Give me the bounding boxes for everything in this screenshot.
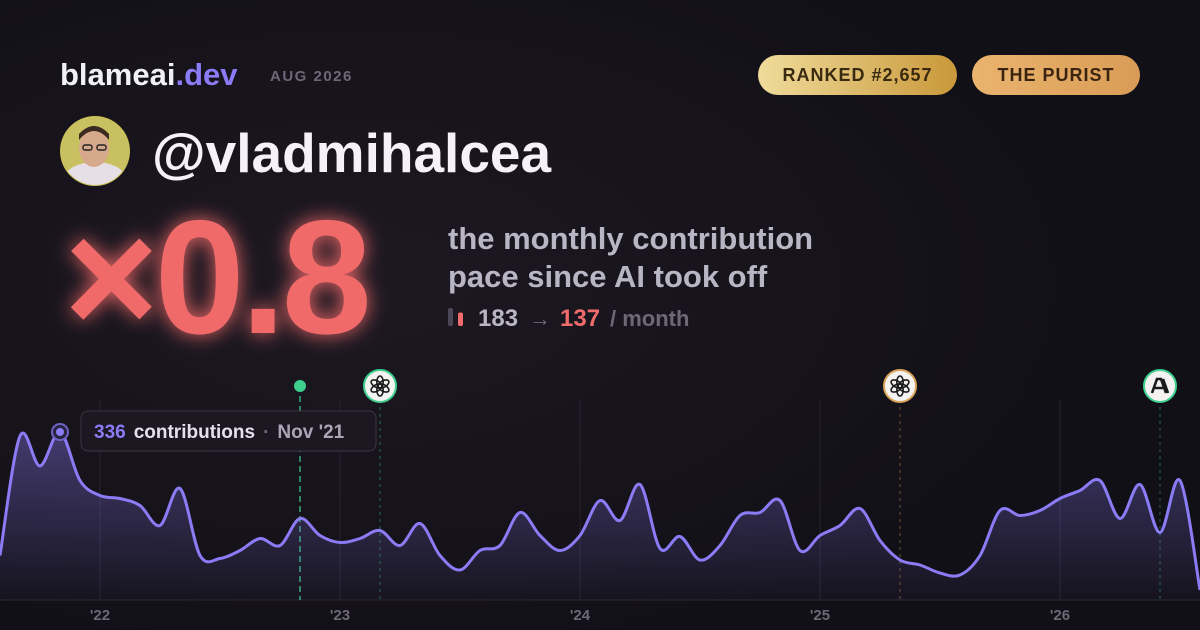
event-icon xyxy=(1150,377,1170,394)
description-line: the monthly contribution xyxy=(448,221,813,256)
stat-before: 183 xyxy=(478,305,518,332)
event-icon xyxy=(370,379,383,389)
line xyxy=(0,430,1200,591)
stat-arrow: → xyxy=(529,306,551,331)
tooltip-separator: · xyxy=(263,422,269,443)
tooltip-label: contributions xyxy=(134,422,255,443)
brand-name: blameai xyxy=(60,57,175,92)
stat-unit: / month xyxy=(610,306,689,331)
event-badge xyxy=(363,369,397,403)
tooltip: 336 contributions · Nov '21 xyxy=(94,422,345,443)
stats: 183 → 137 / month xyxy=(448,305,689,332)
event-badge xyxy=(1143,369,1177,403)
chart: '22 '23 '24 '25 '26 336 contributions · Nov '21 xyxy=(0,369,1200,624)
username: @vladmihalcea xyxy=(152,122,552,184)
area xyxy=(0,431,1200,600)
tooltip-date: Nov '21 xyxy=(277,422,344,443)
period: AUG 2026 xyxy=(270,68,353,85)
x-tick-label: '23 xyxy=(330,607,350,624)
tooltip-value: 336 xyxy=(94,422,126,443)
rank-badge xyxy=(758,55,957,95)
stat-bar xyxy=(448,308,453,326)
event-dot xyxy=(294,380,306,392)
rank-badge-text: RANKED #2,657 xyxy=(782,65,932,85)
brand-tld: .dev xyxy=(175,57,238,92)
stat-after: 137 xyxy=(560,305,600,332)
event-icon xyxy=(890,379,903,389)
persona-badge xyxy=(972,55,1140,95)
x-tick-label: '25 xyxy=(810,607,830,624)
multiplier: ×0.8 xyxy=(64,187,368,368)
x-tick-label: '22 xyxy=(90,607,110,624)
description-line: pace since AI took off xyxy=(448,259,768,294)
avatar xyxy=(60,116,130,186)
persona-badge-text: THE PURIST xyxy=(997,65,1114,85)
event-badge xyxy=(883,369,917,403)
brand: blameai.dev xyxy=(60,57,238,92)
x-tick-label: '26 xyxy=(1050,607,1070,624)
x-tick-label: '24 xyxy=(570,607,591,624)
highlight-dot xyxy=(56,428,64,436)
stat-bar xyxy=(458,312,463,326)
tooltip-box xyxy=(80,410,377,452)
